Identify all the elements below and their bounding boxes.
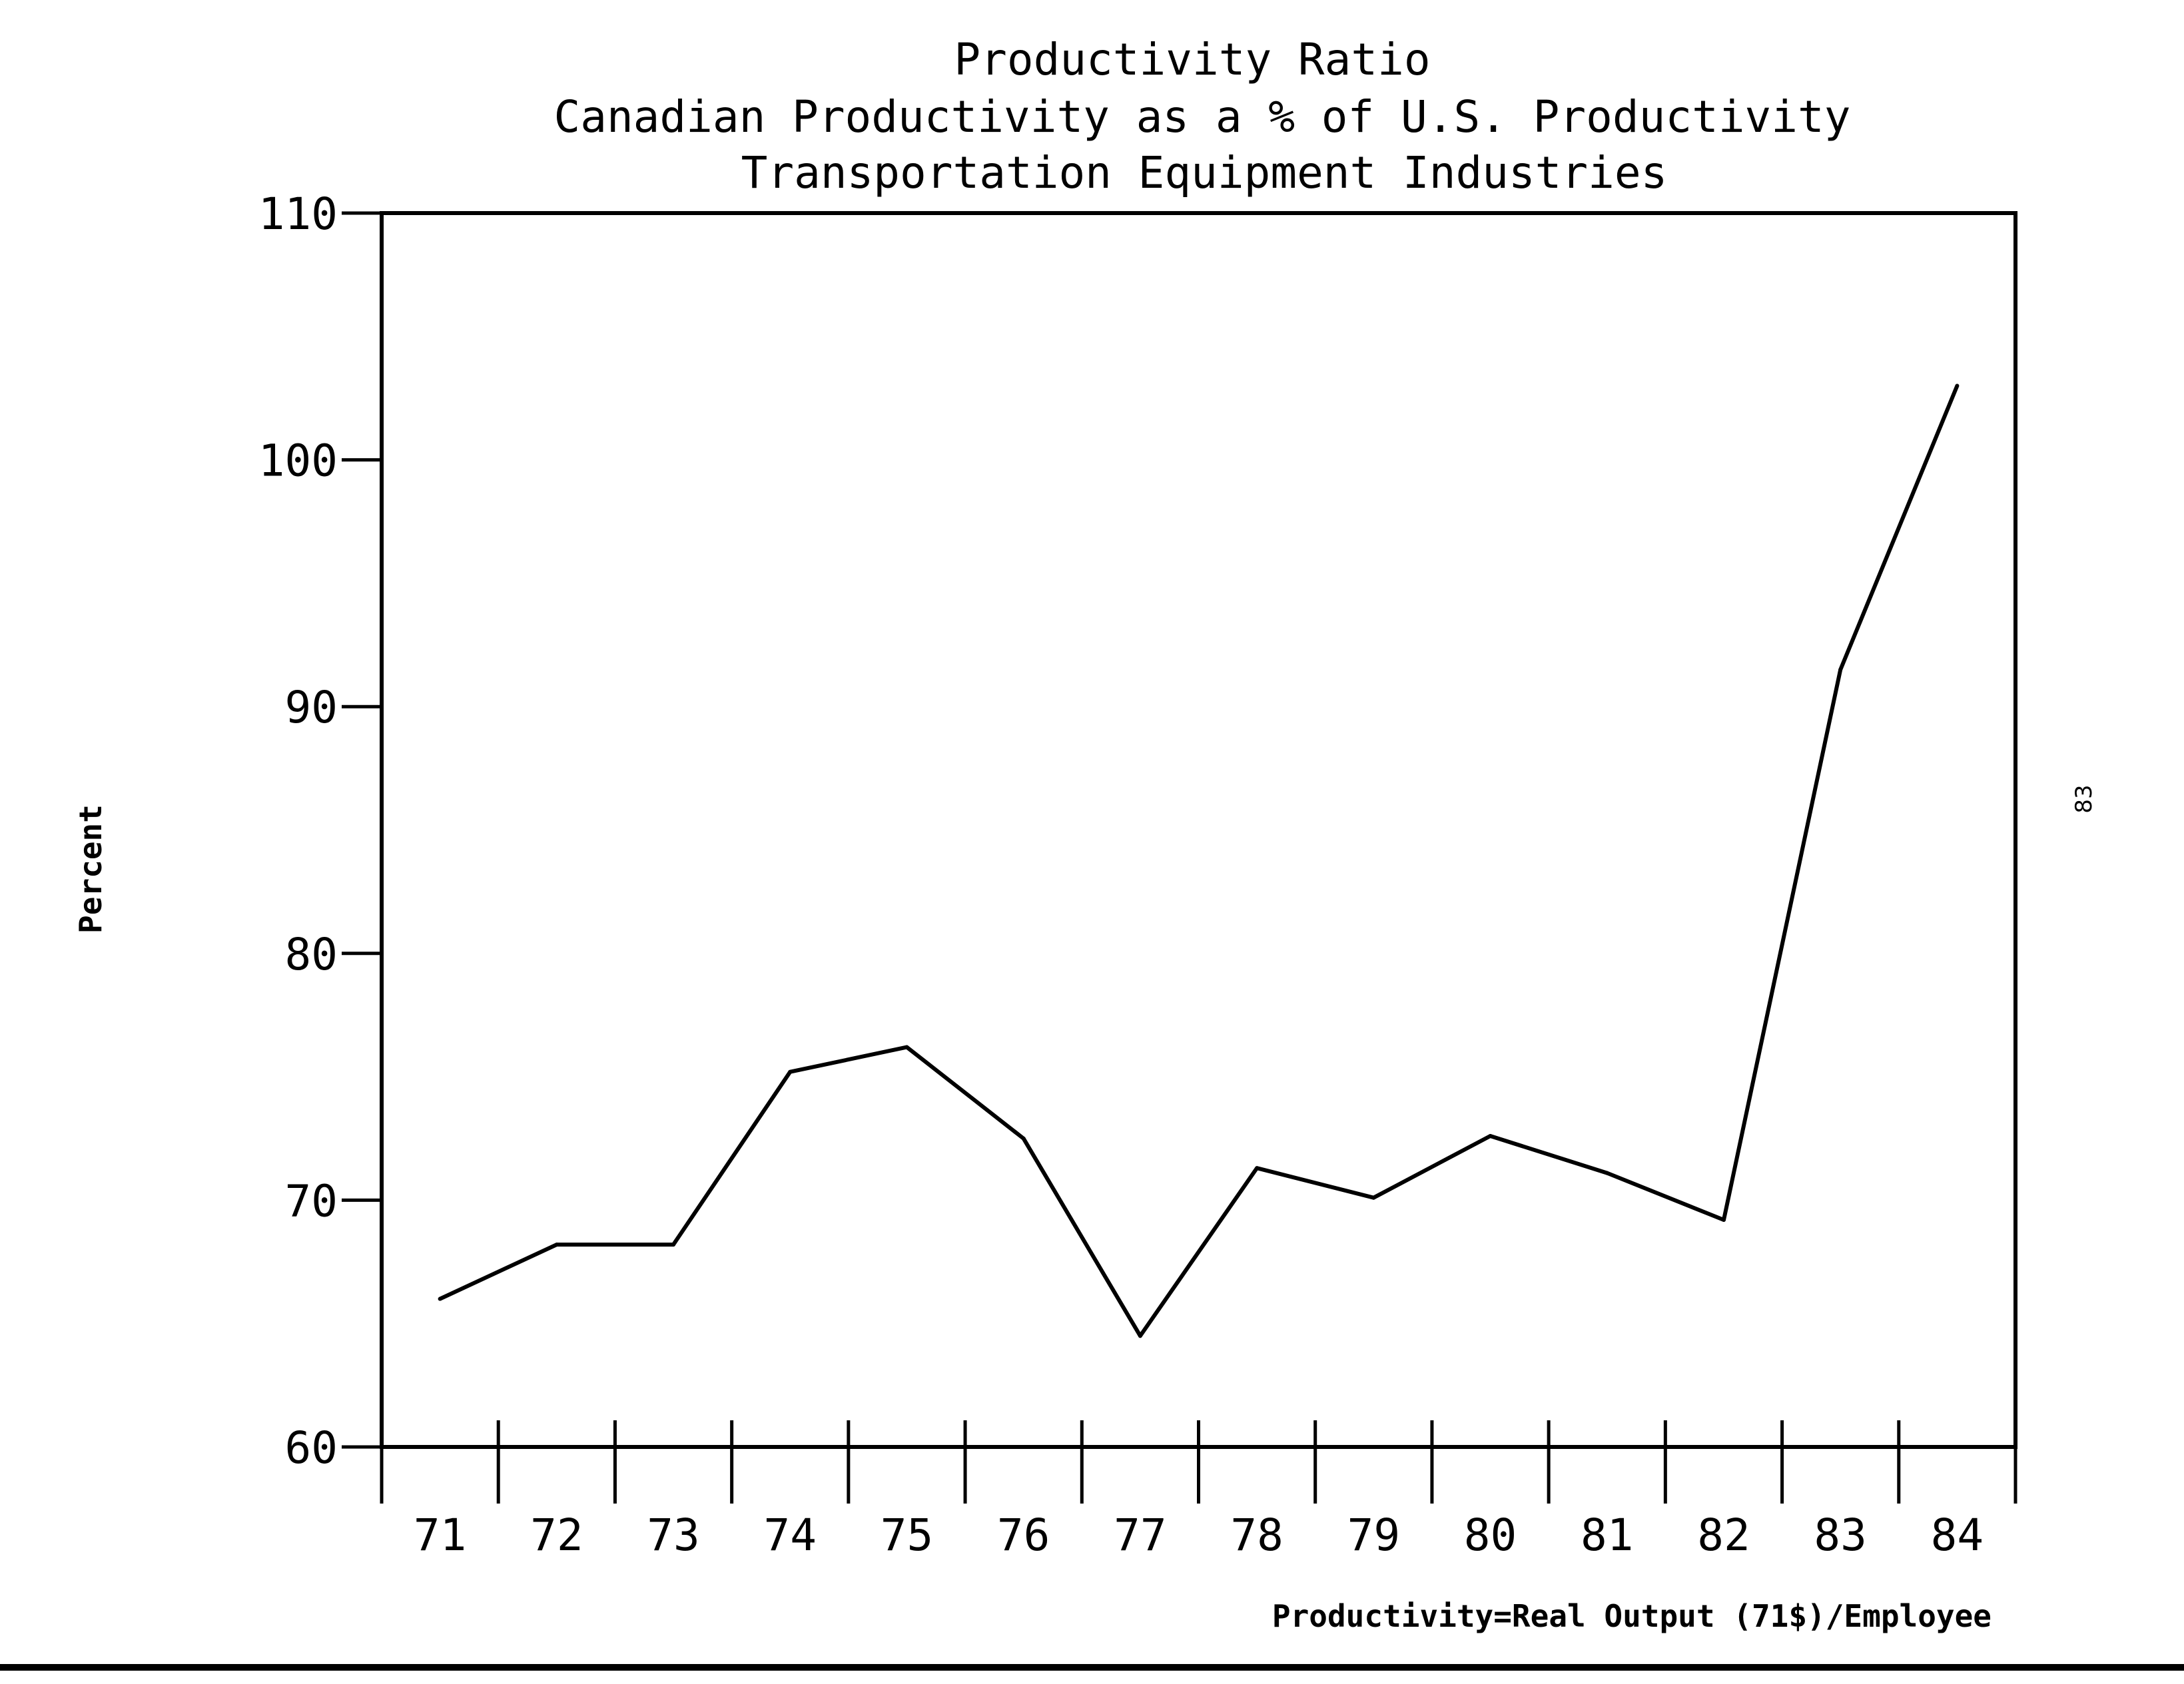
data-point: [1488, 1134, 1493, 1139]
y-tick-label: 70: [285, 1175, 338, 1227]
x-tick-label: 78: [1230, 1510, 1283, 1561]
x-tick-label: 74: [764, 1510, 817, 1561]
y-tick-label: 60: [285, 1422, 338, 1474]
x-tick-label: 71: [414, 1510, 466, 1561]
chart-subtitle-2: Transportation Equipment Industries: [741, 147, 1668, 198]
y-tick-label: 110: [258, 188, 338, 240]
y-axis-label: Percent: [73, 804, 109, 934]
data-point: [1838, 667, 1843, 672]
x-tick-label: 72: [530, 1510, 583, 1561]
chart-subtitle-1: Canadian Productivity as a % of U.S. Pro…: [553, 91, 1850, 142]
y-tick-label: 80: [285, 929, 338, 980]
x-tick-label: 75: [881, 1510, 933, 1561]
x-tick-label: 84: [1931, 1510, 1984, 1561]
x-axis-label: Productivity=Real Output (71$)/Employee: [1272, 1598, 1992, 1634]
data-point: [1138, 1334, 1142, 1338]
data-point: [1371, 1195, 1376, 1200]
series-group: [438, 384, 1960, 1338]
y-tick-label: 100: [258, 435, 338, 487]
data-point: [554, 1243, 559, 1247]
data-point: [905, 1045, 909, 1049]
y-axis: 60 70 80 90 100 110: [258, 188, 382, 1474]
data-point: [1021, 1136, 1026, 1141]
x-tick-label: 82: [1697, 1510, 1750, 1561]
chart-title: Productivity Ratio: [954, 34, 1430, 85]
x-tick-label: 83: [1814, 1510, 1866, 1561]
data-point: [788, 1069, 793, 1074]
plot-frame: [380, 211, 2017, 1449]
x-tick-label: 76: [997, 1510, 1050, 1561]
data-point: [1255, 1166, 1260, 1171]
data-point: [1605, 1171, 1609, 1175]
x-tick-label: 73: [647, 1510, 699, 1561]
data-point: [438, 1296, 442, 1301]
x-tick-label: 77: [1114, 1510, 1166, 1561]
x-tick-label: 79: [1347, 1510, 1400, 1561]
series-line: [439, 385, 1960, 1338]
data-point: [1721, 1218, 1726, 1223]
data-point: [671, 1243, 676, 1247]
x-tick-label: 81: [1581, 1510, 1633, 1561]
y-tick-label: 90: [285, 682, 338, 733]
x-axis: 71 72 73 74 75 76 77 78 79 80 81 82 83 84: [380, 1420, 2017, 1561]
page-number: 83: [2071, 784, 2097, 813]
x-tick-label: 80: [1464, 1510, 1517, 1561]
data-point: [1955, 384, 1960, 388]
